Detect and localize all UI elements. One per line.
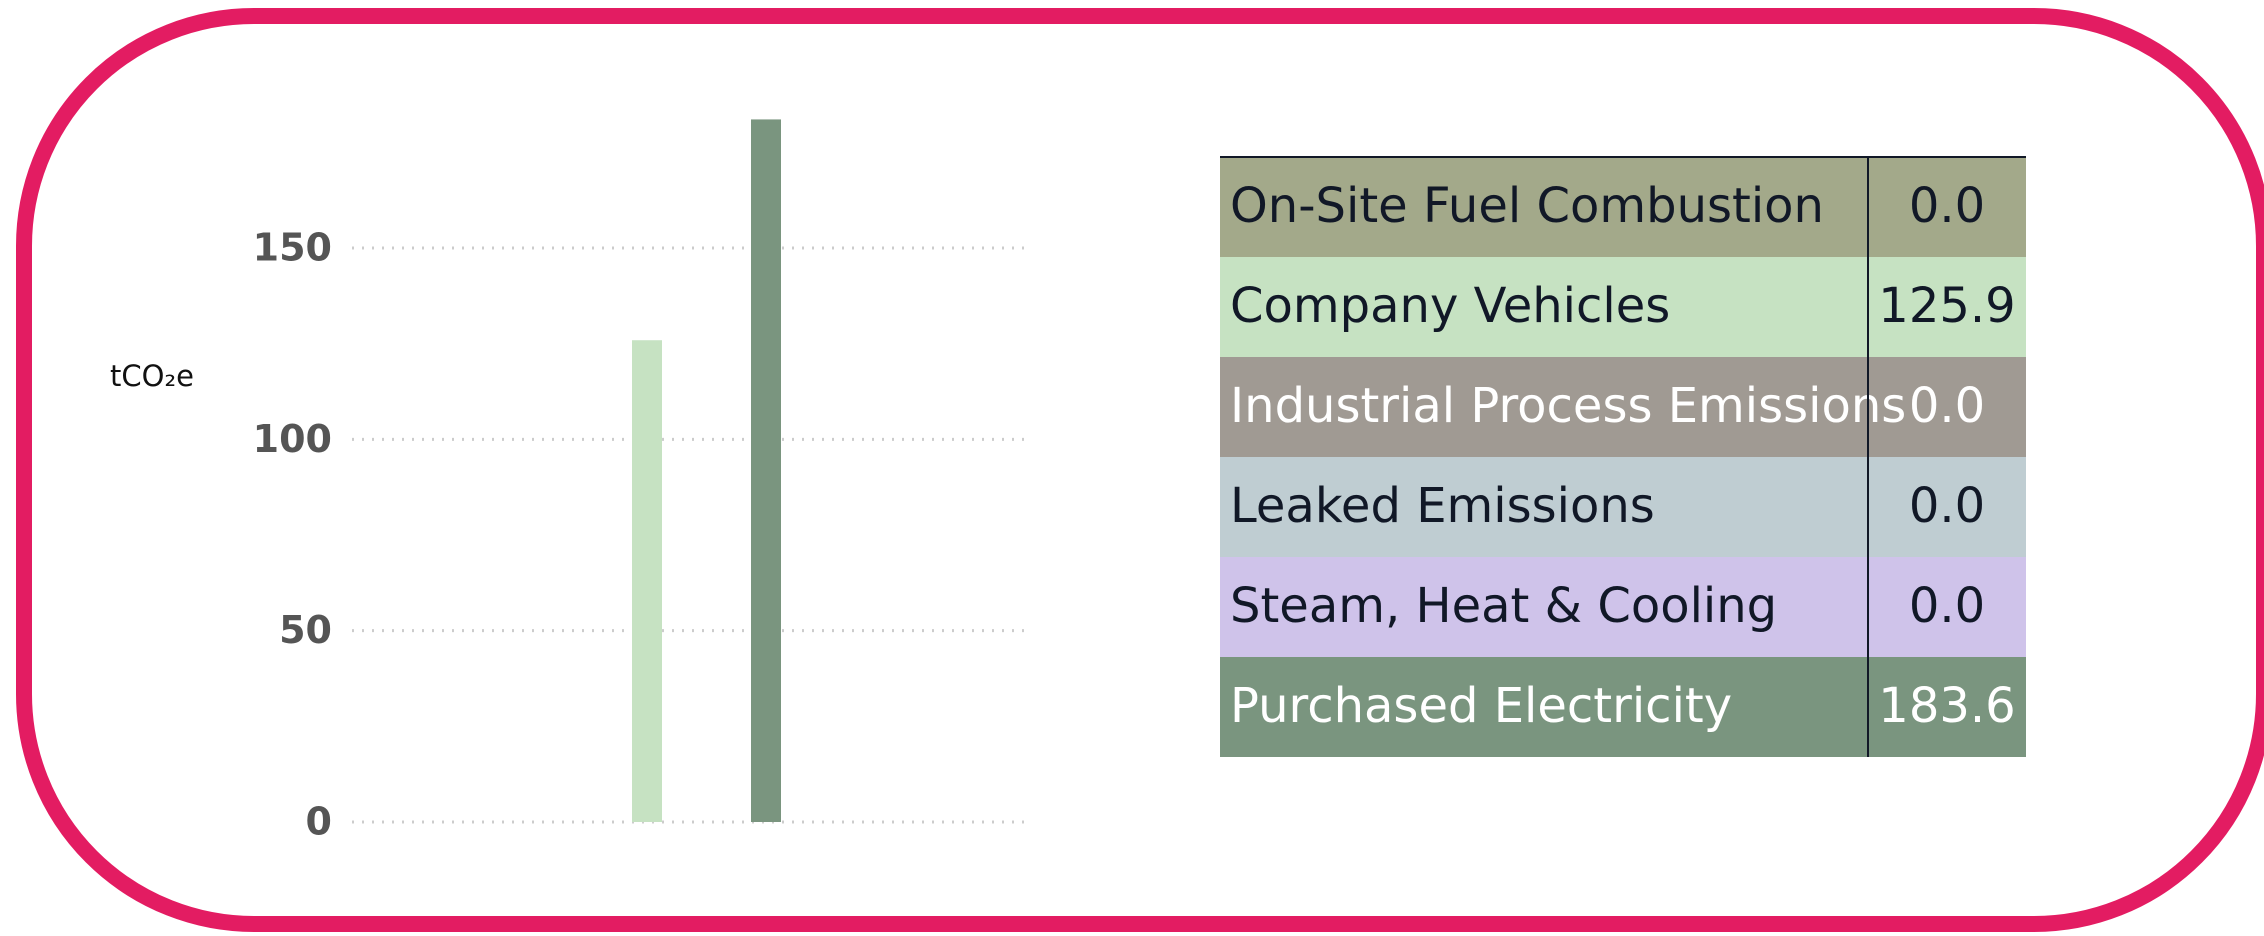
bar-segment (751, 119, 781, 822)
y-tick-label: 0 (306, 800, 332, 844)
legend-value: 0.0 (1909, 178, 1985, 234)
legend-row (1220, 157, 2026, 257)
y-axis-label: tCO₂e (110, 359, 194, 393)
legend-label: Company Vehicles (1230, 278, 1670, 334)
legend-label: Industrial Process Emissions (1230, 378, 1906, 434)
legend-value: 125.9 (1878, 278, 2015, 334)
legend-row (1220, 257, 2026, 357)
legend-value: 0.0 (1909, 478, 1985, 534)
legend-label: Purchased Electricity (1230, 678, 1732, 734)
legend-value: 0.0 (1909, 378, 1985, 434)
y-tick-label: 150 (253, 226, 332, 270)
legend-label: Steam, Heat & Cooling (1230, 578, 1777, 634)
legend-value: 183.6 (1878, 678, 2015, 734)
y-tick-label: 100 (253, 417, 332, 461)
legend-value: 0.0 (1909, 578, 1985, 634)
legend-label: On-Site Fuel Combustion (1230, 178, 1824, 234)
legend-row (1220, 357, 2026, 457)
bar-segment (632, 340, 662, 822)
y-tick-label: 50 (279, 608, 332, 652)
legend-row (1220, 457, 2026, 557)
legend-row (1220, 657, 2026, 757)
legend-row (1220, 557, 2026, 657)
legend-label: Leaked Emissions (1230, 478, 1655, 534)
